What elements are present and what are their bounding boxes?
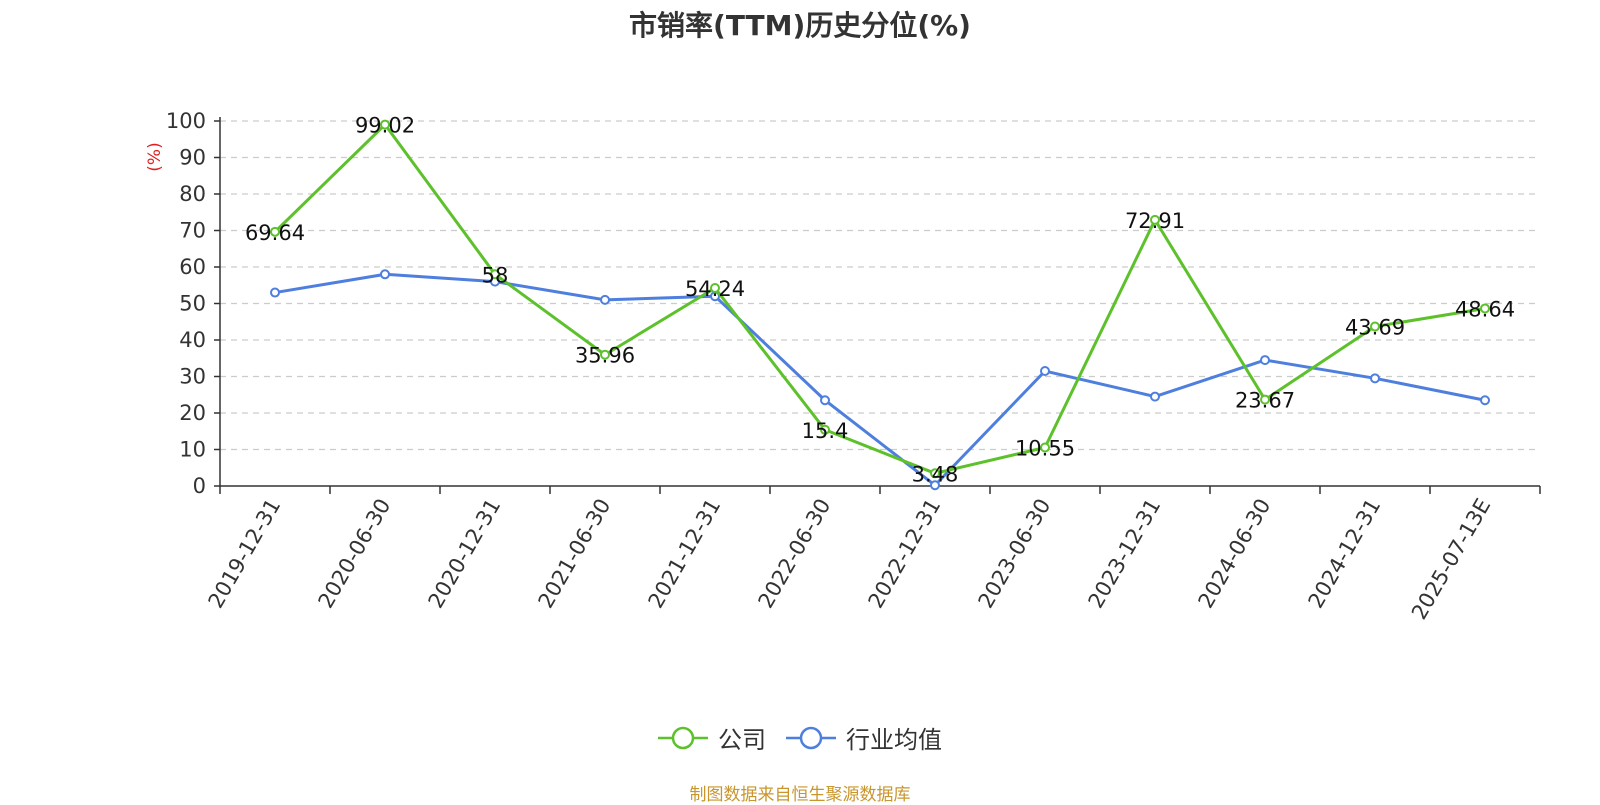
y-tick-label: 70 <box>179 219 206 243</box>
legend-item-company[interactable]: 公司 <box>658 720 766 755</box>
x-tick-label: 2019-12-31 <box>204 495 286 613</box>
data-point-1 <box>1260 355 1270 366</box>
data-label: 58 <box>482 263 509 287</box>
series-line-0 <box>273 123 1486 475</box>
x-tick-label: 2021-12-31 <box>644 495 726 613</box>
y-tick-label: 40 <box>179 328 206 352</box>
x-tick-label: 2022-06-30 <box>754 495 836 613</box>
y-tick-label: 30 <box>179 365 206 389</box>
source-note: 制图数据来自恒生聚源数据库 <box>689 785 911 805</box>
data-point-0 <box>380 119 390 130</box>
data-point-1 <box>270 287 280 298</box>
grid-lines <box>220 120 1540 451</box>
legend-marker-company <box>658 726 708 749</box>
y-tick-label: 100 <box>166 109 206 133</box>
data-label: 99.02 <box>355 114 415 138</box>
data-point-0 <box>270 226 280 237</box>
data-label: 3.48 <box>912 462 959 486</box>
data-label: 35.96 <box>575 344 635 368</box>
data-point-1 <box>1040 366 1050 377</box>
series-line-1 <box>274 272 1486 487</box>
y-tick-label: 20 <box>179 401 206 425</box>
data-point-1 <box>380 269 390 280</box>
axes: 0 10 20 30 40 50 60 70 80 90 100 2019-12-31 2020-06-… <box>166 109 1541 624</box>
data-point-0 <box>1480 303 1490 314</box>
x-tick-label: 2020-12-31 <box>424 495 506 613</box>
data-point-0 <box>1150 214 1160 225</box>
data-point-1 <box>600 294 610 305</box>
data-point-1 <box>1480 395 1490 406</box>
x-tick-label: 2022-12-31 <box>864 495 946 613</box>
y-tick-label: 10 <box>179 438 206 462</box>
legend-label-company: 公司 <box>718 726 766 754</box>
legend-item-industry-average[interactable]: 行业均值 <box>786 720 942 755</box>
x-tick-label: 2024-06-30 <box>1194 495 1276 613</box>
data-point-0 <box>490 269 500 280</box>
data-point-0 <box>710 283 720 294</box>
data-label: 69.64 <box>245 221 305 245</box>
legend-label-industry-average: 行业均值 <box>846 726 942 754</box>
data-point-0 <box>1040 442 1050 453</box>
y-tick-label: 60 <box>179 255 206 279</box>
legend-marker-industry-average <box>786 726 836 749</box>
data-label: 23.67 <box>1235 389 1295 413</box>
data-label: 10.55 <box>1015 436 1075 460</box>
chart-title: 市销率(TTM)历史分位(%) <box>629 9 971 42</box>
data-label: 54.24 <box>685 277 745 301</box>
y-tick-label: 90 <box>179 146 206 170</box>
x-tick-label: 2023-06-30 <box>974 495 1056 613</box>
data-point-1 <box>1150 391 1160 402</box>
data-point-0 <box>930 468 940 479</box>
data-labels: 69.64 99.02 58 35.96 54.24 15.4 3.48 10.55 72.91… <box>245 114 1515 487</box>
data-point-0 <box>1370 321 1380 332</box>
data-label: 48.64 <box>1455 297 1515 321</box>
legend: 公司 行业均值 <box>0 720 1600 755</box>
y-tick-label: 0 <box>193 474 206 498</box>
data-point-0 <box>1260 394 1270 405</box>
data-label: 15.4 <box>802 419 849 443</box>
x-tick-label: 2024-12-31 <box>1304 495 1386 613</box>
series-lines <box>270 119 1490 491</box>
y-tick-label: 50 <box>179 292 206 316</box>
x-tick-label: 2023-12-31 <box>1084 495 1166 613</box>
data-label: 43.69 <box>1345 316 1405 340</box>
x-tick-label: 2021-06-30 <box>534 495 616 613</box>
data-point-0 <box>600 349 610 360</box>
y-axis-label: (%) <box>145 142 165 171</box>
data-point-1 <box>1370 373 1380 384</box>
y-tick-label: 80 <box>179 182 206 206</box>
data-point-1 <box>930 480 940 491</box>
data-point-1 <box>820 395 830 406</box>
x-tick-label: 2020-06-30 <box>314 495 396 613</box>
data-label: 72.91 <box>1125 209 1185 233</box>
x-tick-label: 2025-07-13E <box>1407 495 1495 624</box>
data-point-0 <box>820 424 830 435</box>
